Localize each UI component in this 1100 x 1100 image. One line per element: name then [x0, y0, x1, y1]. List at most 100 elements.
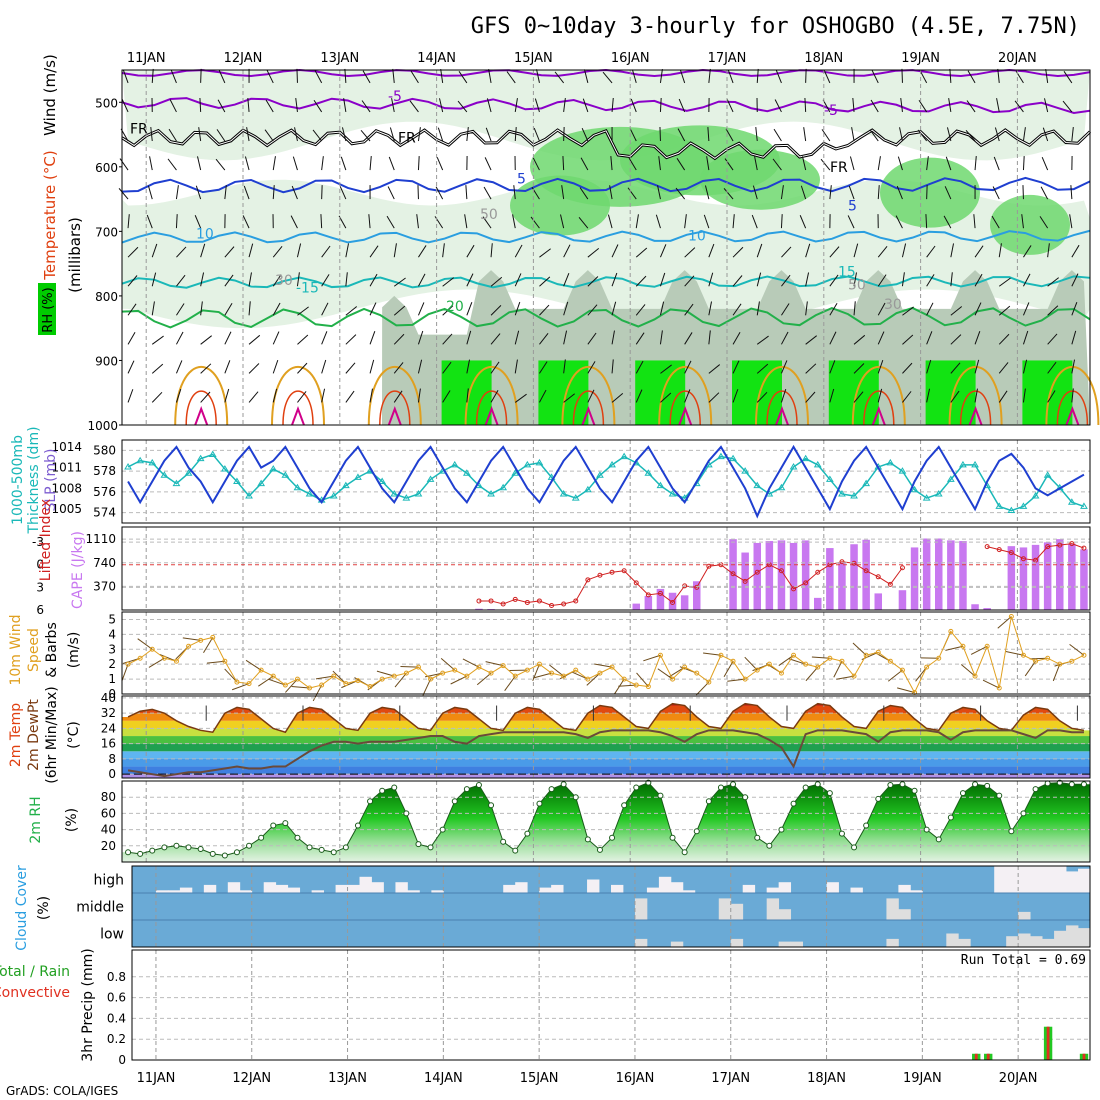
wind-barb — [360, 129, 371, 142]
wind-barb — [708, 392, 720, 403]
wind-speed-point — [1057, 661, 1063, 667]
wind-speed-point — [161, 655, 167, 661]
thickness-point — [922, 494, 931, 501]
rh-point — [294, 834, 301, 841]
wind-barb — [1042, 127, 1049, 142]
wind-speed-point — [1020, 652, 1026, 658]
rh-point — [403, 810, 410, 817]
wind-barb — [926, 274, 935, 287]
wind-barb — [1029, 657, 1048, 660]
temp-band — [122, 758, 1090, 767]
thickness-tick-label: 576 — [93, 485, 116, 499]
wind-barb — [514, 126, 517, 142]
thickness-point — [245, 492, 253, 499]
lifted-index-point — [585, 577, 591, 583]
cloud-bar — [407, 890, 420, 893]
wind-barb — [200, 301, 203, 316]
wind-barb — [176, 331, 184, 345]
wind-barb — [611, 272, 618, 287]
wind-barb — [536, 69, 540, 84]
wind-barb — [602, 71, 613, 84]
cloud-bar — [227, 882, 241, 893]
wind-barb — [820, 158, 831, 171]
wind-barb — [1014, 100, 1024, 113]
wind-barb — [243, 185, 250, 200]
precip-ylabel-2: Convective — [0, 985, 70, 1001]
thickness-point — [208, 450, 217, 458]
wind-barb — [563, 330, 568, 345]
wind-barb — [151, 335, 164, 345]
wind-speed-point — [125, 661, 131, 667]
wind-barb — [919, 70, 928, 84]
wind-barb — [175, 388, 182, 403]
wind-barb — [991, 215, 1000, 229]
wind-barb — [629, 128, 637, 142]
wind-barb — [248, 243, 254, 258]
rh-point — [935, 836, 942, 843]
thickness-point — [620, 452, 629, 460]
rh-moist-pocket — [990, 194, 1070, 255]
precip-tick-label: 0 — [118, 1053, 126, 1067]
wind-barb — [1022, 388, 1026, 403]
wind-speed-point — [476, 664, 482, 670]
wind-barb — [684, 332, 693, 345]
wind-barb — [534, 672, 552, 679]
wind-barb — [780, 214, 783, 229]
thickness-point — [838, 489, 846, 497]
wind-barb — [554, 71, 565, 84]
cloud-bar — [634, 938, 648, 947]
wind-barb — [643, 654, 661, 662]
wind-barb — [410, 70, 419, 84]
wind-barb — [974, 302, 982, 316]
isotherm-dome — [766, 390, 798, 426]
wind-barb — [636, 672, 649, 687]
wind-barb — [950, 362, 961, 374]
wind-barb — [659, 244, 667, 258]
li-tick-label: -3 — [32, 535, 44, 549]
wind-barb — [877, 331, 885, 345]
wind-barb — [417, 330, 424, 345]
wind-speed-point — [210, 634, 216, 640]
cloud-bar — [179, 887, 193, 893]
rh-line — [127, 782, 1084, 857]
wind-barb — [127, 246, 139, 258]
wind-barb — [321, 359, 327, 374]
wind-barb — [580, 157, 589, 171]
wind-barb — [530, 216, 540, 229]
thickness-point — [596, 471, 604, 478]
rh-point — [221, 852, 228, 859]
thickness-point — [813, 460, 822, 468]
thickness-point — [910, 485, 919, 493]
bottom-date-label: 16JAN — [616, 1071, 655, 1086]
lifted-index-point — [863, 568, 869, 574]
wind-barb — [853, 301, 856, 316]
wind-barb — [248, 391, 259, 403]
wind-barb — [170, 69, 177, 84]
wind-barb — [587, 361, 596, 374]
wind-barb — [1039, 216, 1049, 229]
wind-barb — [578, 216, 589, 229]
temp-band — [122, 743, 1090, 752]
wind-barb — [168, 128, 177, 142]
thickness-point — [172, 479, 181, 487]
pressure-tick-label: 500 — [95, 96, 118, 110]
wind-barb — [244, 156, 250, 171]
top-date-label: 16JAN — [611, 51, 650, 66]
wind-barb — [848, 185, 855, 200]
isotherm-dome — [968, 405, 983, 426]
contour-label: 30 — [884, 297, 902, 313]
wind-barb — [258, 675, 274, 687]
wind-tick-label: 3 — [108, 642, 116, 656]
wind-barb — [442, 361, 452, 374]
rh-point — [258, 834, 265, 841]
cape-lifted-index-panel: -3 0 3 6 1110 740 370 Lifted Index CAPE (J/kg) — [32, 499, 1091, 617]
cape-bar — [838, 562, 846, 610]
wind-barb — [127, 331, 136, 345]
rh-point — [754, 834, 761, 841]
wind-barb — [321, 274, 330, 287]
wind-barb — [345, 306, 358, 316]
cloud-bar — [670, 941, 684, 947]
wind-speed-point — [331, 673, 337, 679]
wind-barb — [799, 215, 807, 229]
wind-barb — [418, 245, 427, 258]
